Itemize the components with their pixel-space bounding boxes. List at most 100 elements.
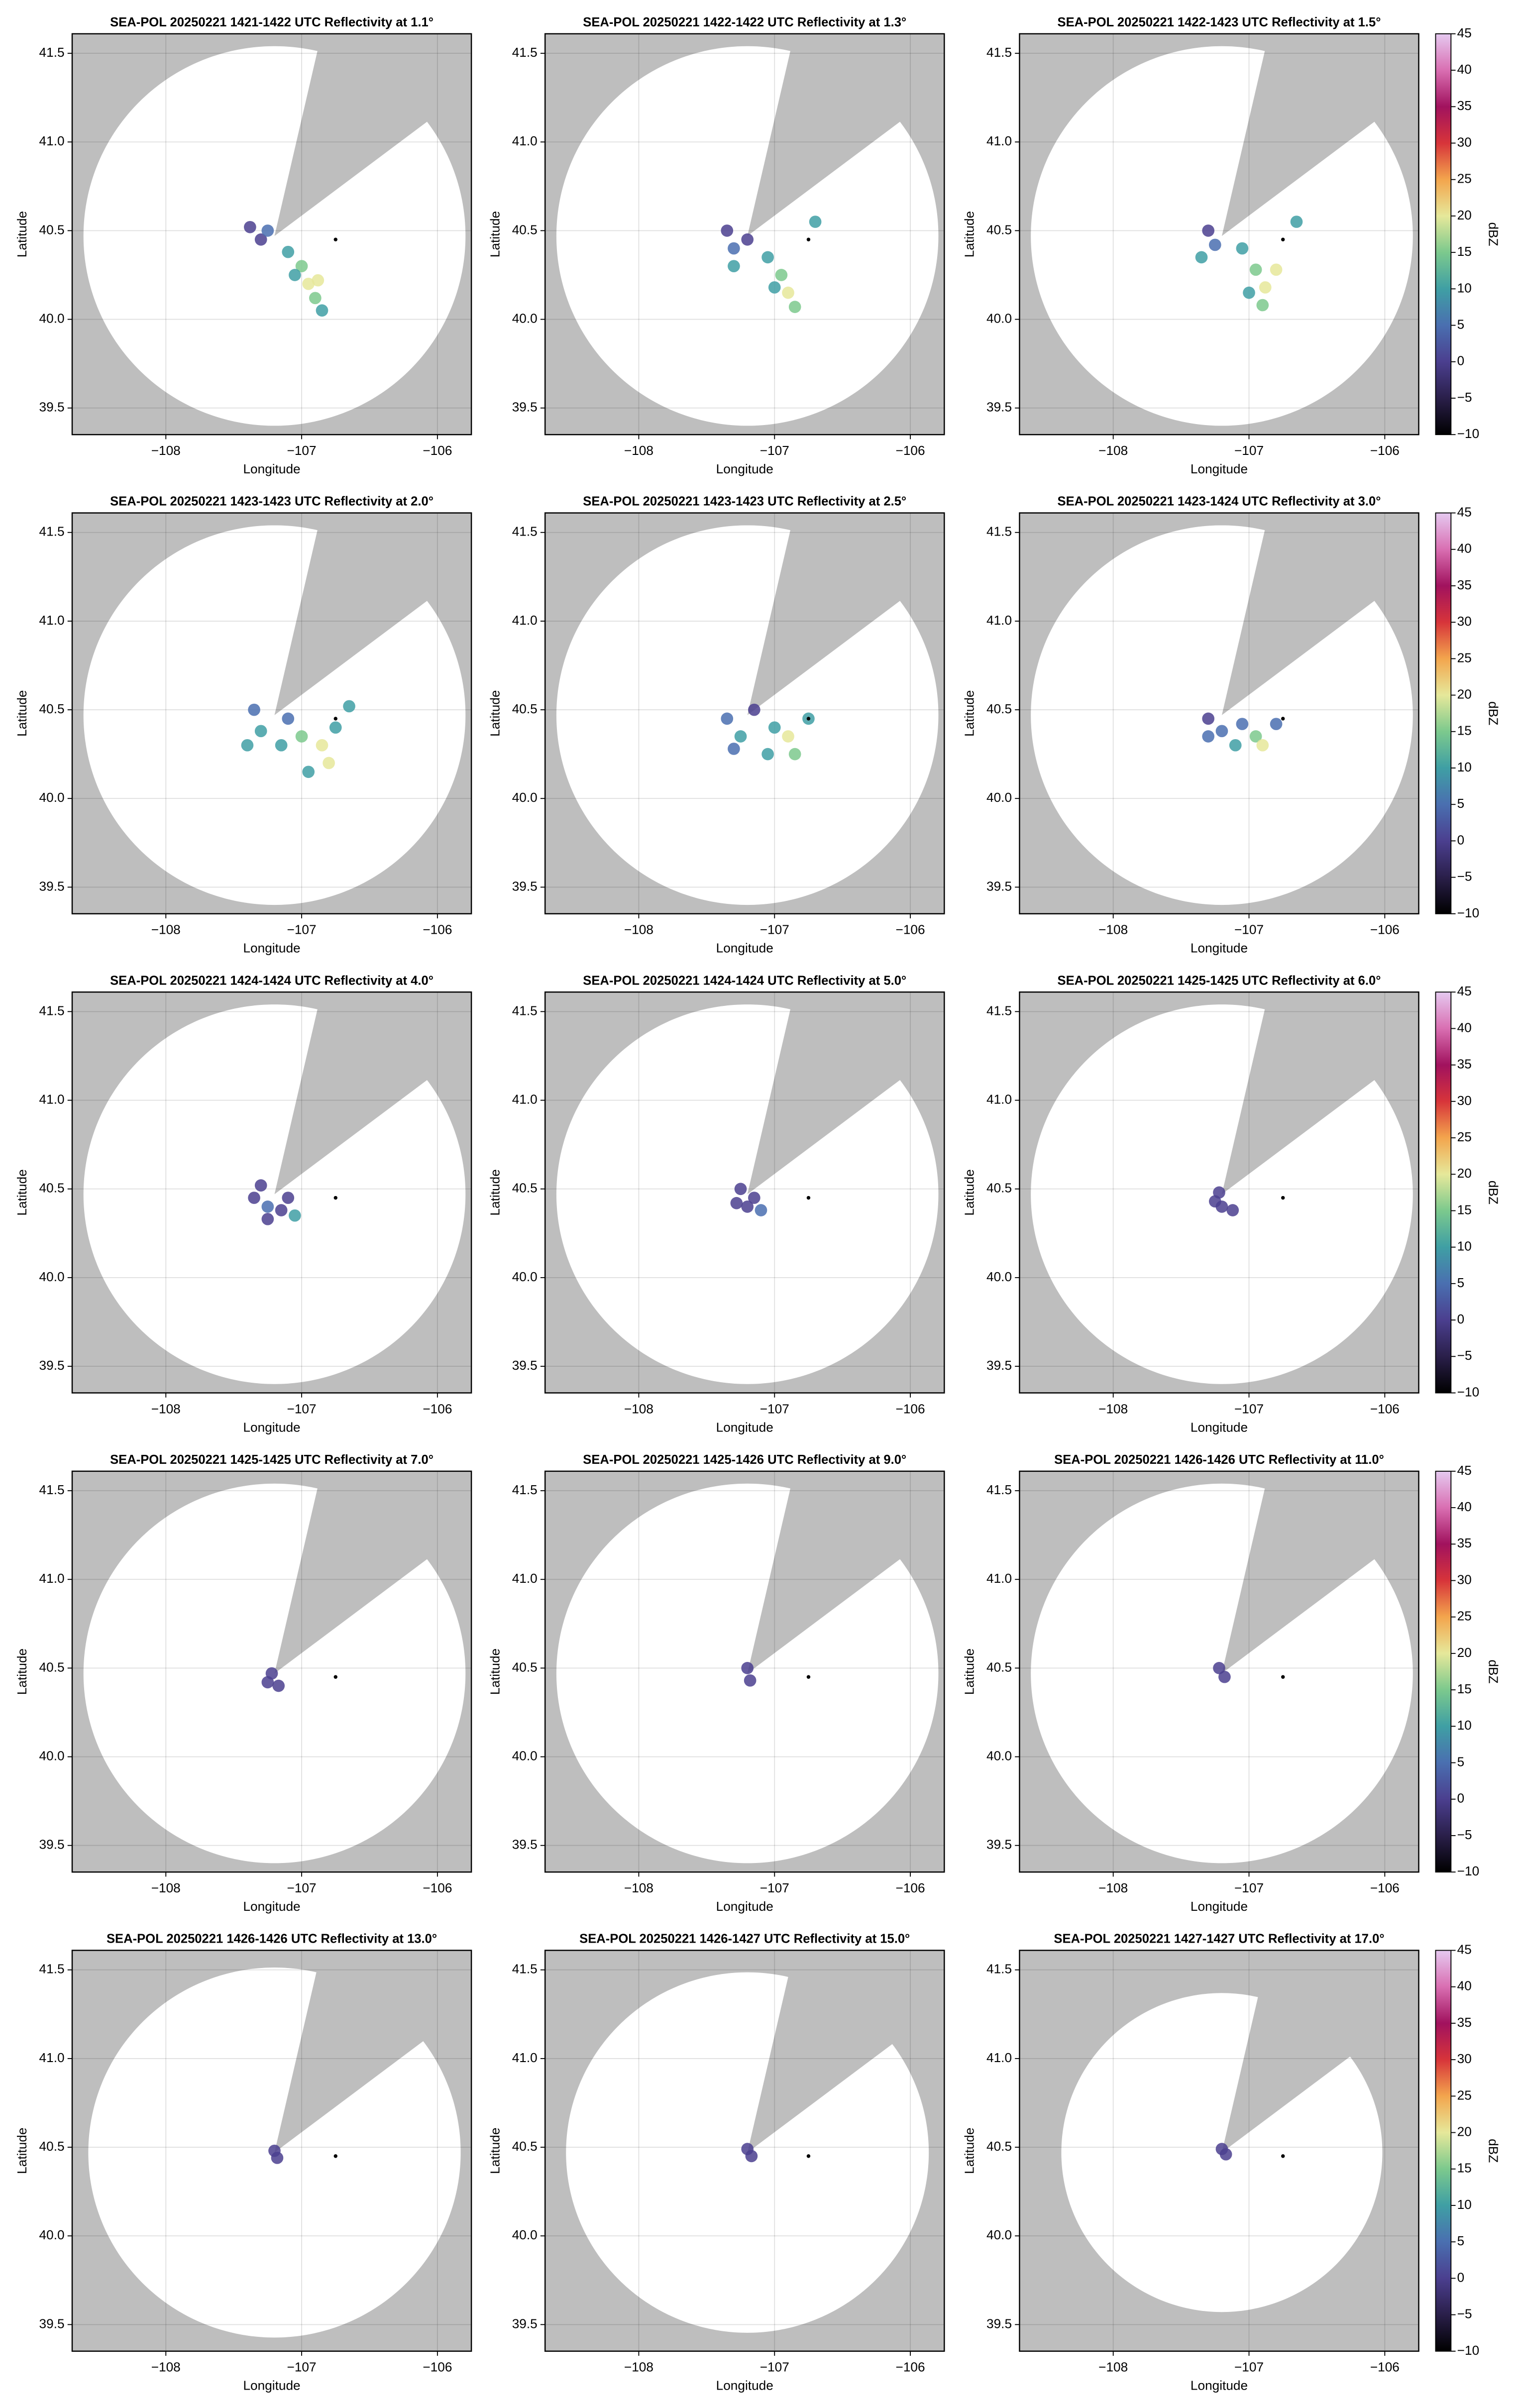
colorbar-tick-label: 40 <box>1457 541 1472 556</box>
y-tick-label: 41.5 <box>512 1962 538 1976</box>
radar-coverage <box>1031 525 1413 905</box>
plot-area <box>545 1471 945 1872</box>
y-axis-label: Latitude <box>487 690 502 737</box>
echo <box>244 220 256 233</box>
y-tick-label: 40.5 <box>986 222 1012 237</box>
colorbar-tick-label: 10 <box>1457 1239 1472 1254</box>
echo <box>295 260 308 273</box>
plot-frame <box>544 991 945 1394</box>
echo <box>1256 739 1269 752</box>
y-axis-label: Latitude <box>962 211 977 257</box>
colorbar-label: dBZ <box>1486 1659 1501 1683</box>
panel: SEA-POL 20250221 1425-1425 UTC Reflectiv… <box>962 974 1501 1434</box>
y-tick-label: 41.5 <box>39 1003 65 1018</box>
colorbar <box>1435 1470 1452 1873</box>
x-tick-label: −107 <box>287 2360 317 2375</box>
y-tick-label: 41.0 <box>39 133 65 148</box>
plot-frame <box>544 1950 945 2352</box>
x-tick-label: −106 <box>423 922 452 937</box>
panel: SEA-POL 20250221 1426-1427 UTC Reflectiv… <box>487 1932 945 2393</box>
y-tick-label: 40.5 <box>512 222 538 237</box>
y-tick-label: 41.0 <box>986 133 1012 148</box>
colorbar-tick-label: 25 <box>1457 1129 1472 1144</box>
y-tick-label: 39.5 <box>39 400 65 415</box>
y-tick-label: 40.0 <box>39 790 65 805</box>
echo <box>1249 730 1262 743</box>
y-tick-label: 39.5 <box>986 1837 1012 1852</box>
y-tick-label: 40.5 <box>986 701 1012 716</box>
colorbar-tick-label: −10 <box>1457 905 1479 920</box>
echo <box>343 700 355 713</box>
echo <box>282 712 295 725</box>
site-marker <box>806 1675 811 1679</box>
x-axis-label: Longitude <box>716 1420 773 1434</box>
x-tick-label: −108 <box>624 1880 653 1895</box>
colorbar-tick-label: 15 <box>1457 1202 1472 1217</box>
site-marker <box>333 1675 337 1679</box>
y-axis-label: Latitude <box>14 1648 29 1695</box>
plot-frame <box>71 991 472 1394</box>
colorbar-tick-label: 15 <box>1457 723 1472 738</box>
y-tick-label: 41.0 <box>512 613 538 628</box>
plot-frame <box>71 1470 472 1873</box>
x-tick-label: −108 <box>1098 1880 1128 1895</box>
site-marker <box>1281 2154 1285 2158</box>
x-tick-label: −108 <box>1098 922 1128 937</box>
y-tick-label: 41.0 <box>39 1571 65 1586</box>
echo <box>741 1662 754 1674</box>
echo <box>1270 263 1283 276</box>
y-tick-label: 40.0 <box>512 2227 538 2242</box>
colorbar-tick-label: 35 <box>1457 1057 1472 1072</box>
colorbar-tick-label: 15 <box>1457 244 1472 259</box>
site-marker <box>333 1196 337 1200</box>
x-tick-label: −108 <box>624 1401 653 1416</box>
colorbar-tick-label: 30 <box>1457 614 1472 629</box>
x-tick-label: −107 <box>287 1401 317 1416</box>
echo <box>302 277 315 290</box>
x-tick-label: −108 <box>1098 2360 1128 2375</box>
chart-title: SEA-POL 20250221 1423-1423 UTC Reflectiv… <box>110 495 433 509</box>
x-tick-label: −108 <box>624 2360 653 2375</box>
y-tick-label: 39.5 <box>986 878 1012 893</box>
panel: SEA-POL 20250221 1423-1424 UTC Reflectiv… <box>962 495 1501 956</box>
echo <box>782 730 794 743</box>
panel: SEA-POL 20250221 1426-1426 UTC Reflectiv… <box>962 1453 1501 1914</box>
y-axis-label: Latitude <box>14 1169 29 1215</box>
echo <box>1202 712 1215 725</box>
echo <box>1219 2148 1232 2161</box>
echo <box>768 721 781 734</box>
echo <box>241 739 254 752</box>
colorbar-tick-label: 5 <box>1457 1754 1465 1769</box>
echo <box>761 748 774 761</box>
echo <box>289 1209 301 1222</box>
echo <box>329 721 342 734</box>
echo <box>302 766 315 778</box>
y-tick-label: 40.5 <box>39 1659 65 1674</box>
echo <box>745 2150 758 2163</box>
colorbar-tick-label: 0 <box>1457 1312 1465 1326</box>
y-tick-label: 41.0 <box>512 1092 538 1106</box>
chart-title: SEA-POL 20250221 1421-1422 UTC Reflectiv… <box>110 15 433 29</box>
y-tick-label: 40.0 <box>986 1269 1012 1284</box>
y-tick-label: 40.5 <box>986 1181 1012 1196</box>
echo <box>1249 263 1262 276</box>
echo <box>721 224 734 237</box>
echo <box>768 281 781 294</box>
echo <box>1213 1662 1225 1674</box>
colorbar-tick-label: −10 <box>1457 2343 1479 2358</box>
plot-area <box>545 513 945 914</box>
echo <box>309 292 322 305</box>
y-tick-label: 40.0 <box>39 1748 65 1763</box>
echo <box>271 2152 284 2164</box>
y-tick-label: 39.5 <box>512 400 538 415</box>
colorbar-tick-label: 25 <box>1457 1609 1472 1624</box>
y-tick-label: 40.0 <box>39 1269 65 1284</box>
colorbar-tick-label: 40 <box>1457 1020 1472 1035</box>
colorbar-tick-label: 35 <box>1457 98 1472 113</box>
x-tick-label: −107 <box>1234 922 1264 937</box>
echo <box>741 233 754 246</box>
chart-title: SEA-POL 20250221 1422-1422 UTC Reflectiv… <box>583 15 906 29</box>
y-axis-label: Latitude <box>962 690 977 737</box>
chart-title: SEA-POL 20250221 1424-1424 UTC Reflectiv… <box>110 974 433 987</box>
